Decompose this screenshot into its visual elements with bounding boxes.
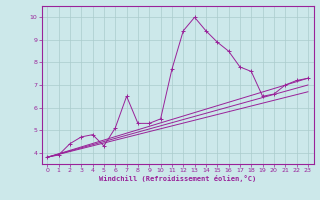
X-axis label: Windchill (Refroidissement éolien,°C): Windchill (Refroidissement éolien,°C) [99, 175, 256, 182]
